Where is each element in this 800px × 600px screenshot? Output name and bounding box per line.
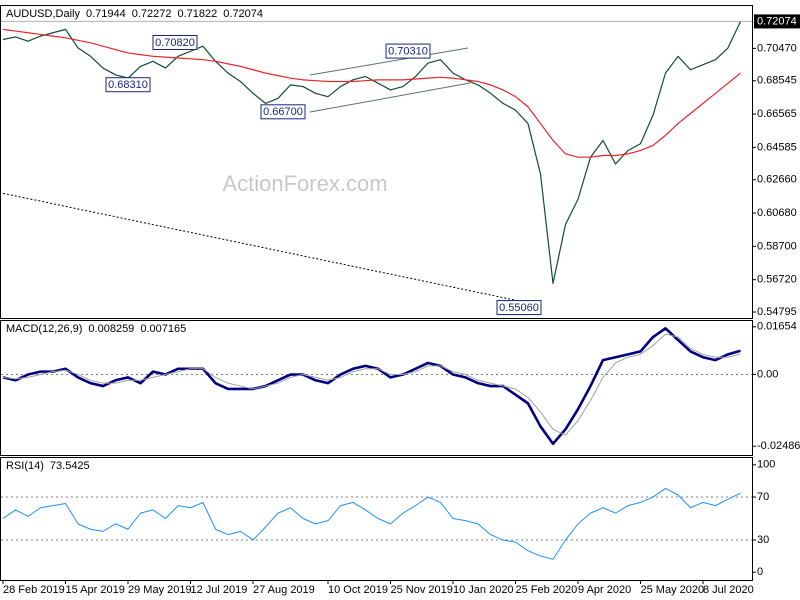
y-tick-label: 30 (757, 534, 769, 546)
y-tick-label: 0.56720 (757, 274, 797, 286)
y-tick-label: 0.00 (757, 368, 778, 380)
panel-frame (0, 457, 753, 581)
last-price-box (754, 14, 800, 29)
panel-header: RSI(14) 73.5425 (6, 460, 90, 472)
y-tick-label: -0.02486 (757, 440, 800, 452)
series-line (2, 487, 741, 560)
y-tick-label: 0.66565 (757, 108, 797, 120)
x-tick-label: 28 Feb 2019 (3, 584, 65, 596)
annotation-box (385, 43, 431, 59)
header-value: 0.007165 (140, 323, 186, 335)
annotation-label: 0.68310 (108, 79, 148, 91)
y-tick-label: 0.64585 (757, 141, 797, 153)
y-tick-label: 0.70470 (757, 42, 797, 54)
x-tick-label: 8 Jul 2020 (703, 584, 754, 596)
y-tick-label: 0.01654 (757, 321, 797, 333)
header-value: 0.008259 (88, 323, 134, 335)
series-line (2, 192, 516, 301)
panel-frame (0, 320, 753, 456)
y-tick-label: 100 (757, 459, 775, 471)
y-tick-label: 0.58700 (757, 240, 797, 252)
x-tick-label: 10 Jan 2020 (453, 584, 514, 596)
y-tick-label: 0.68545 (757, 75, 797, 87)
annotation-box (105, 77, 151, 93)
annotation-box (152, 35, 198, 51)
header-value: 0.71944 (86, 8, 126, 20)
x-tick-label: 25 May 2020 (641, 584, 705, 596)
y-tick-label: 0.62660 (757, 174, 797, 186)
y-tick-label: 0 (757, 566, 763, 578)
y-tick-label: 0.54795 (757, 306, 797, 318)
y-tick-label: 0.60680 (757, 207, 797, 219)
header-value: 73.5425 (50, 460, 90, 472)
x-tick-label: 9 Apr 2020 (578, 584, 631, 596)
x-tick-label: 27 Aug 2019 (253, 584, 315, 596)
annotation-box (260, 104, 306, 120)
x-tick-label: 12 Jul 2019 (191, 584, 248, 596)
annotation-label: 0.66700 (263, 106, 303, 118)
watermark: ActionForex.com (222, 171, 387, 196)
plot-layer (309, 47, 471, 113)
series-line (2, 28, 741, 158)
y-tick-label: 70 (757, 491, 769, 503)
x-tick-label: 10 Oct 2019 (328, 584, 388, 596)
annotation-box (496, 300, 542, 316)
panel-frame (0, 5, 753, 319)
header-value: 0.72074 (223, 8, 263, 20)
panel-title: RSI(14) (6, 460, 44, 472)
header-value: 0.72272 (132, 8, 172, 20)
x-tick-label: 15 Apr 2019 (66, 584, 125, 596)
channel-lower (309, 82, 471, 113)
series-line (2, 333, 741, 436)
x-tick-label: 25 Nov 2019 (391, 584, 453, 596)
series-line (2, 327, 741, 446)
x-tick-label: 25 Feb 2020 (516, 584, 578, 596)
header-value: 0.71822 (178, 8, 218, 20)
panel-header: MACD(12,26,9) 0.008259 0.007165 (6, 323, 186, 335)
panel-title: MACD(12,26,9) (6, 323, 82, 335)
annotation-label: 0.55060 (499, 302, 539, 314)
panel-header: AUDUSD,Daily 0.71944 0.72272 0.71822 0.72074 (6, 8, 263, 20)
x-tick-label: 29 May 2019 (128, 584, 192, 596)
channel-upper (309, 47, 469, 76)
panel-title: AUDUSD,Daily (6, 8, 80, 20)
annotation-label: 0.70820 (155, 37, 195, 49)
annotation-label: 0.70310 (388, 45, 428, 57)
last-price-label: 0.72074 (757, 15, 797, 27)
